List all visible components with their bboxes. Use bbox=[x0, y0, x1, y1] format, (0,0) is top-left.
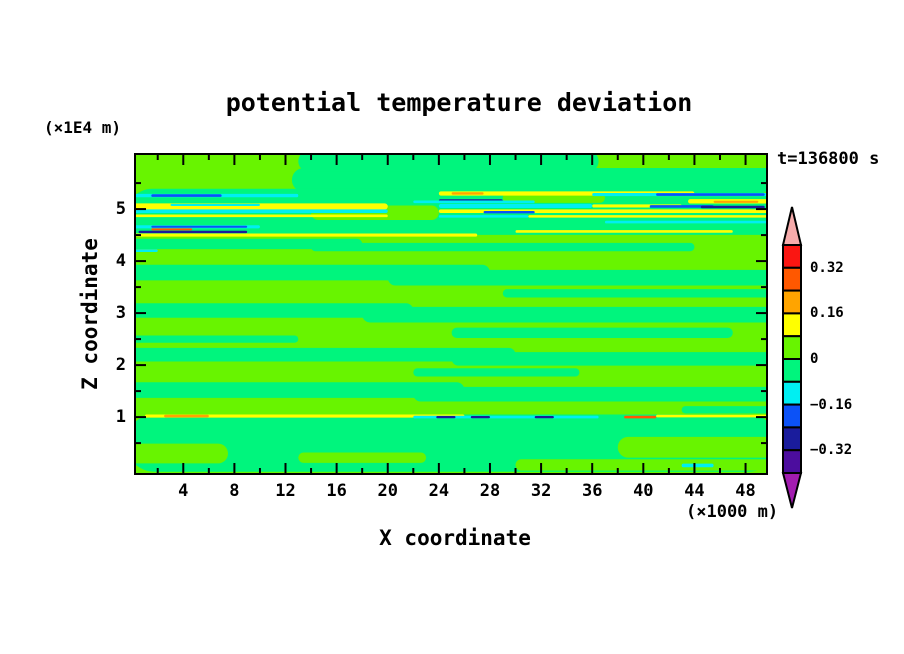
contour-shape bbox=[170, 203, 260, 206]
colorbar-segment bbox=[782, 266, 802, 292]
contour-shape bbox=[617, 436, 766, 458]
x-tick-label: 20 bbox=[377, 481, 398, 501]
colorbar-label: 0.16 bbox=[810, 305, 844, 322]
contour-shape bbox=[681, 406, 766, 414]
colorbar-under-arrow bbox=[781, 472, 803, 509]
contour-shape bbox=[604, 220, 766, 224]
contour-shape bbox=[298, 452, 427, 463]
colorbar-segment bbox=[782, 380, 802, 406]
x-tick-label: 48 bbox=[735, 481, 756, 501]
colorbar-segment bbox=[782, 449, 802, 475]
colorbar-label: 0 bbox=[810, 351, 819, 367]
contour-shape bbox=[136, 303, 414, 318]
x-tick-label: 32 bbox=[530, 481, 552, 501]
contour-shape bbox=[387, 269, 766, 286]
contour-shape bbox=[438, 215, 529, 218]
contour-shape bbox=[656, 414, 766, 418]
contour-shape bbox=[136, 414, 766, 472]
contour-shape bbox=[515, 459, 766, 471]
contour-shape bbox=[136, 443, 229, 464]
contour-shape bbox=[138, 230, 248, 234]
x-tick-label: 24 bbox=[428, 481, 450, 501]
colorbar-segment bbox=[782, 312, 802, 338]
contour-shape bbox=[713, 200, 759, 203]
contour-shape bbox=[136, 335, 299, 343]
x-axis-unit-label: (×1000 m) bbox=[686, 502, 779, 522]
contour-shape bbox=[311, 242, 695, 252]
contour-shape bbox=[144, 414, 465, 418]
contour-shape bbox=[649, 205, 714, 208]
contour-shape bbox=[151, 225, 248, 228]
z-tick-label: 4 bbox=[115, 251, 126, 272]
contour-shape bbox=[681, 463, 714, 468]
z-axis-unit-label: (×1E4 m) bbox=[44, 118, 122, 137]
z-tick-label: 3 bbox=[115, 303, 126, 324]
plot-area bbox=[134, 153, 768, 475]
contour-shape bbox=[700, 205, 765, 209]
contour-shape bbox=[438, 203, 593, 209]
colorbar-segment bbox=[782, 244, 802, 269]
x-tick-label: 44 bbox=[684, 481, 705, 501]
contour-shape bbox=[436, 416, 456, 419]
colorbar-segment bbox=[782, 358, 802, 383]
colorbar-segment bbox=[782, 403, 802, 429]
contour-shape bbox=[528, 215, 766, 218]
contour-shape bbox=[151, 228, 193, 231]
contour-shape bbox=[470, 416, 490, 419]
contour-shape bbox=[136, 238, 363, 250]
x-tick-label: 40 bbox=[633, 481, 654, 501]
contour-shape bbox=[362, 306, 766, 323]
colorbar-segment bbox=[782, 426, 802, 452]
colorbar-segment bbox=[782, 289, 802, 315]
chart-title: potential temperature deviation bbox=[225, 88, 693, 117]
contour-shape bbox=[483, 211, 535, 214]
contour-shape bbox=[656, 193, 765, 196]
colorbar-label: −0.16 bbox=[810, 396, 853, 413]
contour-shape bbox=[291, 168, 766, 192]
contour-shape bbox=[451, 352, 766, 366]
contour-shape bbox=[136, 249, 158, 252]
contour-shape bbox=[151, 194, 222, 197]
contour-shape bbox=[413, 200, 535, 204]
contour-shape bbox=[298, 155, 599, 172]
contour-shape bbox=[136, 209, 388, 213]
contour-shape bbox=[515, 230, 733, 233]
colorbar-label: 0.32 bbox=[810, 259, 844, 276]
contour-shape bbox=[136, 347, 516, 362]
z-tick-label: 2 bbox=[115, 355, 126, 376]
x-axis-title: X coordinate bbox=[379, 526, 531, 550]
x-tick-label: 16 bbox=[326, 481, 347, 501]
contour-field bbox=[136, 155, 766, 473]
x-tick-label: 28 bbox=[479, 481, 501, 501]
colorbar-segment bbox=[782, 335, 802, 360]
x-tick-label: 36 bbox=[581, 481, 603, 501]
contour-shape bbox=[451, 192, 484, 195]
contour-shape bbox=[534, 416, 554, 419]
colorbar-label: −0.32 bbox=[810, 442, 853, 459]
contour-shape bbox=[164, 414, 209, 418]
contour-shape bbox=[413, 386, 766, 402]
contour-shape bbox=[413, 368, 580, 377]
z-tick-label: 5 bbox=[115, 199, 126, 220]
colorbar-over-arrow bbox=[781, 206, 803, 246]
contour-shape bbox=[451, 327, 733, 339]
contour-shape bbox=[624, 415, 657, 419]
z-tick-label: 1 bbox=[115, 407, 126, 428]
contour-shape bbox=[136, 233, 478, 237]
contour-shape bbox=[136, 382, 465, 398]
colorbar bbox=[781, 206, 803, 509]
contour-shape bbox=[136, 214, 388, 218]
time-stamp-label: t=136800 s bbox=[777, 149, 880, 169]
x-tick-label: 4 bbox=[178, 481, 189, 501]
x-tick-label: 8 bbox=[229, 481, 240, 501]
x-tick-label: 12 bbox=[275, 481, 296, 501]
contour-shape bbox=[502, 289, 766, 298]
